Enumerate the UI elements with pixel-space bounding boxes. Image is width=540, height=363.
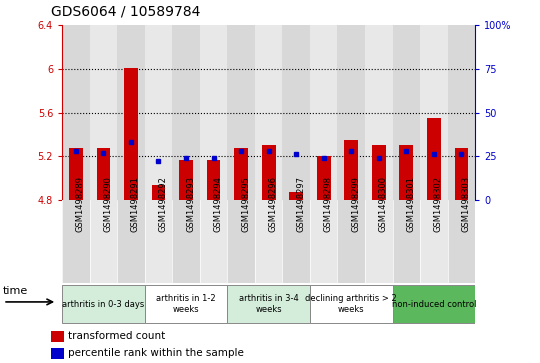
Bar (51, 348, 64, 359)
Bar (62, 200, 90, 283)
Bar (90, 25, 117, 200)
Text: GSM1498302: GSM1498302 (434, 176, 443, 232)
Bar (338, 200, 365, 283)
Bar (200, 200, 227, 283)
Bar (69, 148, 83, 200)
Bar (145, 200, 172, 283)
Bar (310, 285, 393, 323)
Text: GSM1498303: GSM1498303 (461, 176, 470, 232)
Text: non-induced control: non-induced control (392, 299, 476, 309)
Bar (145, 285, 227, 323)
Text: GSM1498292: GSM1498292 (159, 176, 167, 232)
Bar (234, 148, 248, 200)
Bar (338, 25, 365, 200)
Bar (62, 285, 145, 323)
Bar (455, 148, 468, 200)
Text: GSM1498291: GSM1498291 (131, 176, 140, 232)
Bar (179, 160, 193, 200)
Text: time: time (3, 286, 29, 297)
Text: GSM1498290: GSM1498290 (104, 176, 112, 232)
Bar (289, 192, 303, 200)
Bar (310, 25, 338, 200)
Bar (117, 200, 145, 283)
Bar (227, 25, 255, 200)
Bar (124, 68, 138, 200)
Bar (255, 25, 282, 200)
Bar (365, 200, 393, 283)
Bar (145, 25, 172, 200)
Text: declining arthritis > 2
weeks: declining arthritis > 2 weeks (306, 294, 397, 314)
Text: GSM1498298: GSM1498298 (323, 176, 333, 232)
Bar (393, 285, 475, 323)
Text: GSM1498294: GSM1498294 (214, 176, 222, 232)
Bar (200, 25, 227, 200)
Text: GSM1498301: GSM1498301 (406, 176, 415, 232)
Bar (365, 25, 393, 200)
Text: GSM1498295: GSM1498295 (241, 176, 250, 232)
Text: GSM1498296: GSM1498296 (269, 176, 278, 232)
Bar (152, 185, 165, 200)
Bar (117, 25, 145, 200)
Bar (172, 25, 200, 200)
Bar (97, 148, 110, 200)
Bar (282, 200, 310, 283)
Bar (51, 331, 64, 342)
Bar (420, 25, 448, 200)
Text: GSM1498293: GSM1498293 (186, 176, 195, 232)
Bar (62, 25, 90, 200)
Bar (345, 140, 358, 200)
Bar (400, 145, 413, 200)
Bar (172, 200, 200, 283)
Bar (372, 145, 386, 200)
Bar (317, 156, 330, 200)
Text: GSM1498299: GSM1498299 (351, 176, 360, 232)
Text: arthritis in 3-4
weeks: arthritis in 3-4 weeks (239, 294, 299, 314)
Text: GSM1498289: GSM1498289 (76, 176, 85, 232)
Bar (420, 200, 448, 283)
Text: GDS6064 / 10589784: GDS6064 / 10589784 (51, 4, 201, 18)
Bar (90, 200, 117, 283)
Bar (227, 285, 310, 323)
Bar (262, 145, 275, 200)
Text: percentile rank within the sample: percentile rank within the sample (68, 348, 244, 359)
Bar (255, 200, 282, 283)
Text: GSM1498300: GSM1498300 (379, 176, 388, 232)
Bar (448, 25, 475, 200)
Bar (427, 118, 441, 200)
Bar (393, 25, 420, 200)
Bar (393, 200, 420, 283)
Text: transformed count: transformed count (68, 331, 165, 341)
Text: GSM1498297: GSM1498297 (296, 176, 305, 232)
Bar (310, 200, 338, 283)
Bar (282, 25, 310, 200)
Text: arthritis in 0-3 days: arthritis in 0-3 days (62, 299, 145, 309)
Bar (448, 200, 475, 283)
Text: arthritis in 1-2
weeks: arthritis in 1-2 weeks (156, 294, 216, 314)
Bar (227, 200, 255, 283)
Bar (207, 160, 220, 200)
